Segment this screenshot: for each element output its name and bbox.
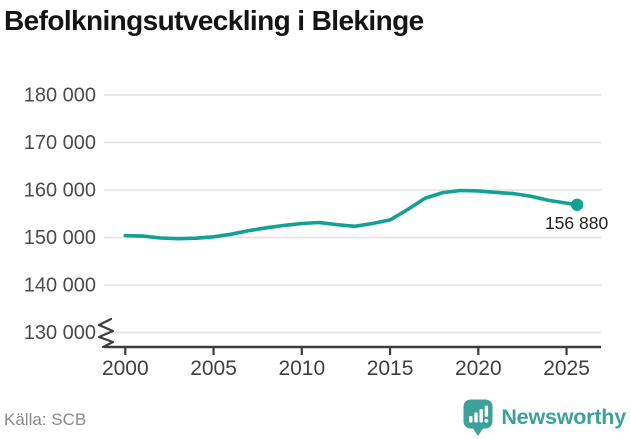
y-tick-label: 170 000: [24, 132, 96, 154]
population-data-line: [123, 188, 579, 241]
x-tick-label: 2015: [367, 357, 414, 380]
newsworthy-pin-icon: [463, 399, 493, 436]
x-tick-label: 2000: [102, 357, 149, 380]
end-point-marker: [570, 198, 584, 211]
x-tick-label: 2010: [278, 357, 325, 380]
newsworthy-brand-link[interactable]: Newsworthy: [463, 399, 626, 436]
x-tick-label: 2025: [543, 357, 590, 380]
population-line-chart: 180 000 170 000 160 000 150 000 140 000 130 0…: [24, 85, 609, 381]
chart-title: Befolkningsutveckling i Blekinge: [4, 5, 424, 36]
y-tick-label: 130 000: [24, 322, 96, 344]
x-tick-label: 2020: [455, 357, 502, 380]
newsworthy-brand-name: Newsworthy: [501, 405, 626, 429]
y-tick-label: 140 000: [24, 275, 96, 297]
y-tick-label: 150 000: [24, 227, 96, 249]
x-tick-label: 2005: [190, 357, 237, 380]
y-tick-label: 180 000: [24, 85, 96, 107]
end-point-value-label: 156 880: [545, 213, 609, 233]
axis-break-icon: [97, 317, 115, 349]
source-credit: Källa: SCB: [4, 410, 87, 429]
y-tick-label: 160 000: [24, 180, 96, 202]
